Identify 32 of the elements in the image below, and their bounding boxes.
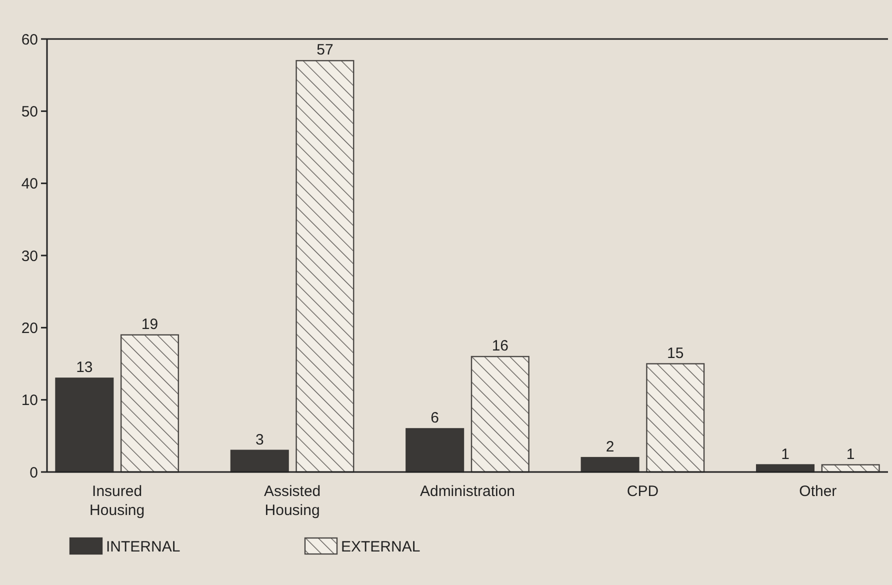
data-label: 16	[492, 338, 509, 355]
bar	[646, 363, 705, 473]
y-tick-label: 30	[21, 248, 38, 265]
x-tick-label: CPD	[626, 483, 659, 500]
data-label: 2	[606, 438, 614, 456]
y-tick-label: 60	[21, 31, 38, 48]
bar	[120, 334, 180, 473]
x-tick-label: Other	[799, 483, 837, 500]
x-tick-label: Assisted Housing	[264, 483, 321, 519]
y-tick-label: 40	[21, 176, 38, 193]
data-label: 15	[667, 344, 684, 362]
data-label: 1	[846, 446, 855, 463]
bar	[406, 428, 464, 473]
data-label: 13	[76, 359, 93, 376]
bar	[580, 456, 640, 473]
legend-label: EXTERNAL	[341, 538, 420, 556]
y-tick-label: 0	[30, 464, 38, 482]
data-label: 3	[255, 431, 264, 448]
y-tick-label: 10	[21, 392, 38, 410]
data-label: 6	[430, 410, 440, 427]
data-label: 19	[141, 316, 158, 333]
bar	[470, 356, 530, 473]
bar	[230, 450, 289, 473]
data-label: 1	[781, 446, 790, 463]
bar	[296, 60, 354, 473]
x-tick-label: Insured Housing	[90, 483, 145, 519]
data-label: 57	[316, 42, 334, 59]
y-tick-label: 20	[21, 320, 38, 337]
bar	[55, 378, 114, 473]
y-tick-label: 50	[21, 103, 38, 120]
legend-label: INTERNAL	[106, 538, 180, 556]
x-tick-label: Administration	[420, 483, 516, 500]
